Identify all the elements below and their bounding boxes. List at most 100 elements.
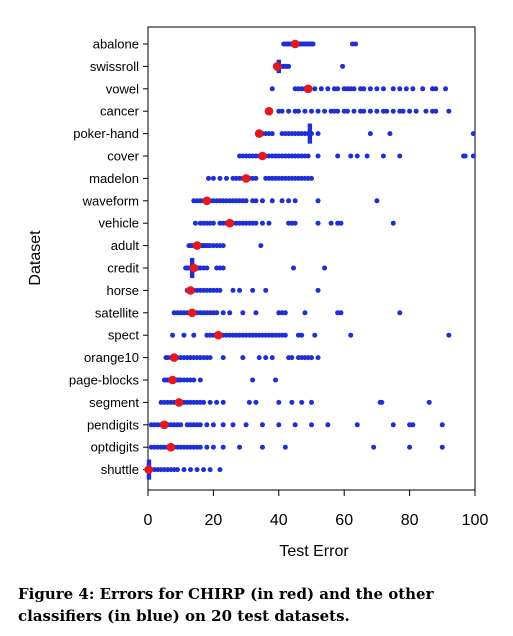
classifier-point (170, 332, 176, 338)
y-axis: abalone swissroll vowel cancer poker-hand cov… (69, 37, 148, 477)
chirp-point (214, 330, 223, 340)
chirp-point (169, 353, 179, 362)
y-tick-label: vowel (106, 81, 139, 96)
classifier-point (246, 399, 252, 405)
chirp-point (202, 196, 212, 206)
y-tick-label: poker-hand (73, 126, 139, 141)
chirp-point (187, 308, 197, 318)
classifier-point (315, 198, 321, 204)
classifier-point (439, 444, 445, 450)
classifier-point (348, 332, 354, 338)
y-tick-label: credit (107, 261, 139, 276)
y-tick-label: cover (107, 149, 139, 164)
classifier-point (214, 310, 220, 316)
classifier-point (269, 198, 275, 204)
classifier-point (310, 41, 316, 47)
x-tick-label: 40 (270, 512, 288, 529)
classifier-point (292, 220, 298, 226)
y-tick-label: horse (106, 283, 139, 298)
classifier-point (259, 198, 265, 204)
classifier-point (273, 377, 279, 383)
classifier-point (315, 153, 321, 159)
classifier-point (322, 108, 328, 114)
classifier-point (191, 332, 197, 338)
classifier-point (397, 153, 403, 159)
classifier-point (390, 86, 396, 92)
classifier-point (210, 444, 216, 450)
classifier-point (201, 467, 207, 473)
classifier-point (462, 153, 468, 159)
classifier-point (220, 310, 226, 316)
point-bars (146, 59, 313, 480)
classifier-point (292, 198, 298, 204)
classifier-point (433, 86, 439, 92)
classifier-point (217, 287, 223, 293)
classifier-point (374, 108, 380, 114)
chirp-point (290, 39, 300, 49)
classifier-point (423, 108, 429, 114)
classifier-point (205, 175, 211, 181)
other-classifiers-series (146, 41, 476, 473)
classifier-point (210, 422, 216, 428)
classifier-point (367, 108, 373, 114)
classifier-point (470, 131, 476, 137)
classifier-point (309, 422, 314, 428)
classifier-point (220, 444, 226, 450)
classifier-point (322, 265, 328, 271)
classifier-point (312, 86, 318, 92)
classifier-point (384, 108, 390, 114)
classifier-point (269, 355, 275, 361)
classifier-point (309, 108, 314, 114)
classifier-point (407, 444, 413, 450)
classifier-point (279, 198, 285, 204)
classifier-point (338, 310, 344, 316)
y-tick-label: shuttle (101, 462, 139, 477)
classifier-point (410, 86, 416, 92)
classifier-point (420, 86, 426, 92)
classifier-point (269, 86, 275, 92)
x-axis: 0 20 40 60 80 100 (144, 490, 488, 529)
classifier-point (374, 198, 380, 204)
classifier-point (309, 175, 314, 181)
y-tick-label: orange10 (84, 350, 139, 365)
classifier-point (328, 220, 334, 226)
classifier-point (354, 153, 360, 159)
classifier-point (380, 153, 386, 159)
classifier-point (220, 265, 226, 271)
classifier-point (439, 422, 445, 428)
classifier-point (253, 175, 259, 181)
classifier-point (289, 399, 295, 405)
y-tick-label: satellite (95, 305, 139, 320)
classifier-point (223, 175, 229, 181)
classifier-point (286, 63, 292, 69)
y-tick-label: optdigits (91, 440, 140, 455)
chirp-point (186, 286, 195, 295)
chirp-point (225, 218, 235, 228)
classifier-point (413, 108, 419, 114)
classifier-point (204, 265, 210, 271)
x-tick-label: 60 (335, 512, 353, 529)
classifier-point (371, 444, 377, 450)
classifier-point (354, 422, 360, 428)
classifier-point (302, 108, 308, 114)
classifier-point (309, 399, 314, 405)
classifier-point (446, 108, 452, 114)
classifier-point (379, 399, 385, 405)
classifier-point (250, 377, 256, 383)
classifier-point (240, 355, 246, 361)
y-axis-title: Dataset (27, 230, 44, 286)
classifier-point (220, 355, 226, 361)
classifier-point (194, 467, 200, 473)
y-tick-label: madelon (89, 171, 139, 186)
classifier-point (253, 198, 259, 204)
x-tick-label: 0 (144, 512, 153, 529)
classifier-point (348, 153, 354, 159)
figure-caption: Figure 4: Errors for CHIRP (in red) and … (18, 585, 434, 625)
classifier-point (390, 422, 396, 428)
classifier-point (397, 310, 403, 316)
classifier-point (181, 467, 187, 473)
classifier-point (433, 108, 439, 114)
classifier-point (302, 310, 308, 316)
y-tick-label: cancer (100, 104, 140, 119)
classifier-point (325, 86, 331, 92)
